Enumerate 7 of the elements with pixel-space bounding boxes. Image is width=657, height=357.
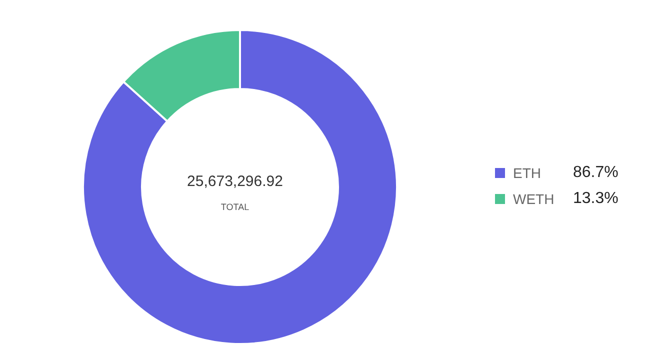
data-label: 13.3% bbox=[573, 190, 618, 208]
legend-label: WETH bbox=[513, 191, 556, 207]
legend-label: ETH bbox=[513, 165, 542, 181]
donut-slice bbox=[82, 29, 398, 345]
text: TOTAL bbox=[220, 202, 250, 212]
text: 25,673,296.92 bbox=[187, 173, 283, 190]
data-label: 86.7% bbox=[573, 164, 618, 182]
